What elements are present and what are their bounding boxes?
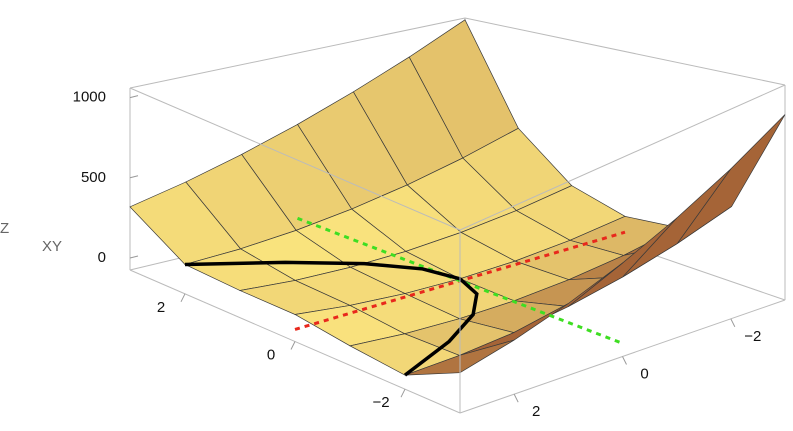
xy-axis-label: XY bbox=[42, 238, 62, 255]
y-tick-label: 2 bbox=[532, 403, 540, 420]
z-tick bbox=[129, 255, 139, 259]
z-tick-label: 0 bbox=[98, 249, 106, 266]
z-tick bbox=[129, 95, 139, 99]
z-axis-label: Z bbox=[0, 220, 9, 237]
y-tick bbox=[622, 356, 627, 365]
x-tick-label: 0 bbox=[267, 346, 275, 363]
x-tick bbox=[400, 388, 406, 398]
y-tick bbox=[730, 318, 736, 328]
box-edge bbox=[464, 17, 786, 86]
x-tick bbox=[290, 341, 296, 350]
box-edge bbox=[459, 84, 786, 231]
x-tick-label: 2 bbox=[157, 299, 165, 316]
x-tick bbox=[180, 293, 186, 303]
x-tick-label: −2 bbox=[372, 394, 389, 411]
z-tick-label: 500 bbox=[81, 169, 106, 186]
z-tick bbox=[129, 175, 139, 179]
box-edge bbox=[129, 17, 466, 89]
y-tick-label: −2 bbox=[744, 328, 761, 345]
y-tick-label: 0 bbox=[640, 365, 648, 382]
y-tick bbox=[513, 393, 519, 403]
z-tick-label: 1000 bbox=[73, 89, 106, 106]
box-edge bbox=[129, 87, 461, 231]
